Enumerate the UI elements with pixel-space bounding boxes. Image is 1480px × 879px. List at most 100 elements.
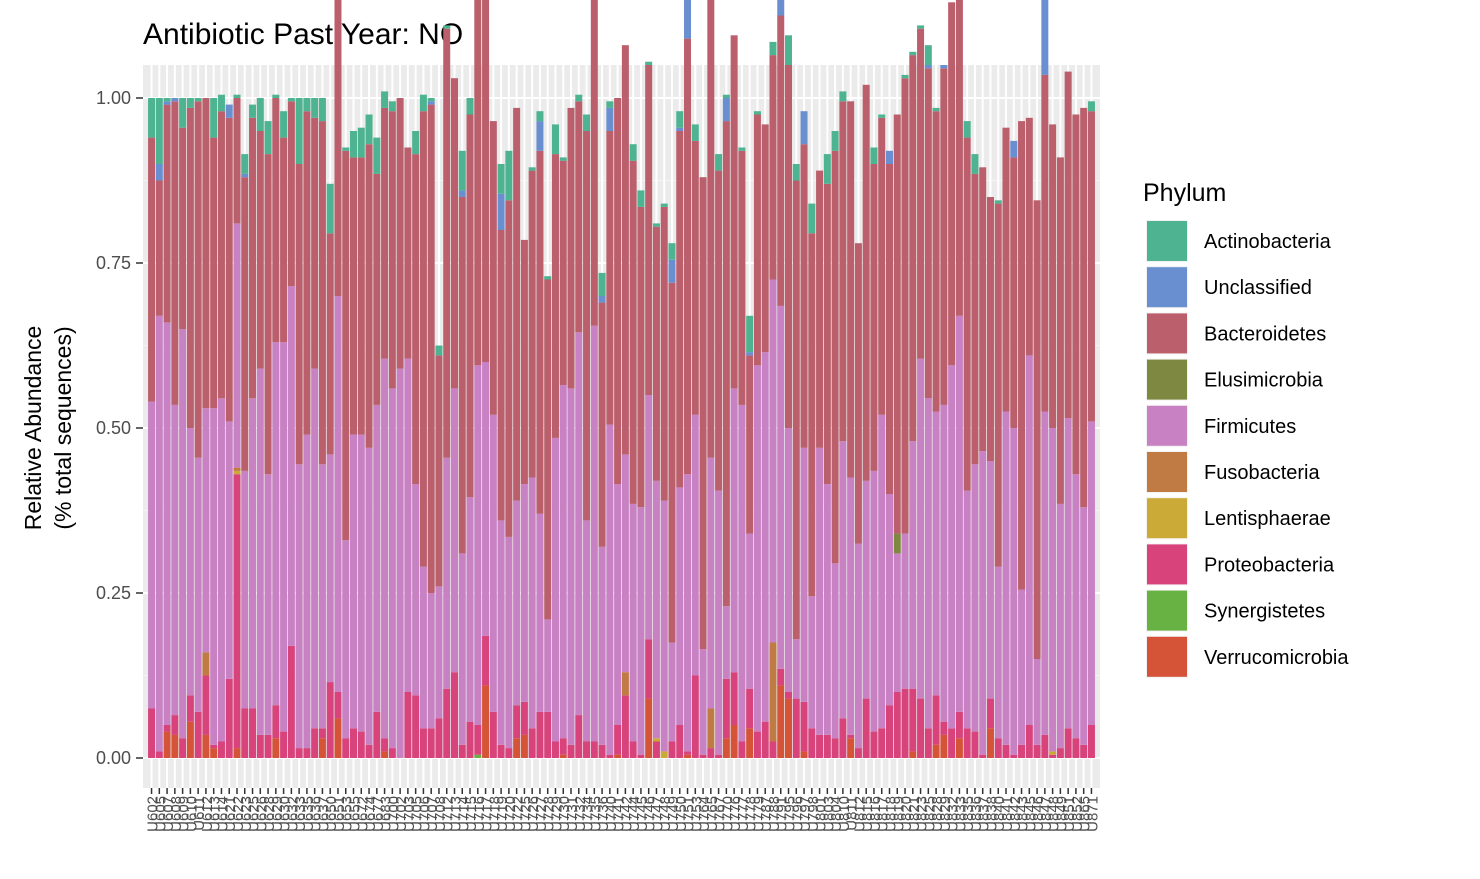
x-tick-label: U747 — [649, 796, 666, 832]
bar-segment-U719-firmicutes — [497, 520, 505, 745]
bar-segment-U840-firmicutes — [994, 566, 1002, 739]
bar-stack-U848 — [1049, 124, 1057, 758]
x-tick-label: U713 — [447, 796, 464, 832]
bar-segment-U729-firmicutes — [551, 437, 559, 742]
bar-segment-U848-bacteroidetes — [1049, 124, 1057, 429]
x-tick-label: U803 — [820, 796, 837, 832]
bar-stack-U719 — [497, 164, 505, 758]
bar-segment-U735-firmicutes — [590, 325, 598, 742]
bar-segment-U727-proteobacteria — [536, 711, 544, 758]
x-axis-ticks: U602U605U607U608U609U610U611U612U613U614… — [145, 788, 1101, 832]
bar-segment-U744-actinobacteria — [629, 144, 637, 161]
x-tick-label: U845 — [1022, 796, 1039, 832]
bar-stack-U811 — [847, 101, 855, 758]
bar-segment-U718-bacteroidetes — [489, 121, 497, 415]
bar-segment-U700-actinobacteria — [388, 101, 396, 112]
bar-segment-U708-proteobacteria — [435, 718, 443, 758]
bar-segment-U611-bacteroidetes — [194, 101, 202, 458]
x-tick-label: U718 — [486, 796, 503, 832]
x-tick-label: U796 — [789, 796, 806, 832]
bar-segment-U719-unclassified — [497, 193, 505, 230]
x-tick-label: U777 — [735, 796, 752, 832]
bar-segment-U674-proteobacteria — [365, 744, 373, 758]
bar-segment-U632-proteobacteria — [287, 645, 295, 758]
bar-segment-U747-proteobacteria — [652, 741, 660, 758]
bar-segment-U626-actinobacteria — [256, 98, 264, 131]
bar-stack-U835 — [963, 121, 971, 758]
x-tick-label: U700 — [385, 796, 402, 832]
bar-stack-U779 — [753, 111, 761, 758]
bar-segment-U703-bacteroidetes — [404, 147, 412, 359]
bar-segment-U712-proteobacteria — [443, 688, 451, 758]
bar-segment-U779-actinobacteria — [753, 111, 761, 115]
bar-segment-U725-firmicutes — [520, 484, 528, 702]
bar-segment-U683-actinobacteria — [381, 91, 389, 108]
bar-segment-U810-actinobacteria — [839, 91, 847, 102]
bar-segment-U613-proteobacteria — [210, 744, 218, 749]
bar-segment-U622-fusobacteria — [233, 467, 241, 471]
bar-segment-U621-unclassified — [225, 104, 233, 118]
bar-segment-U726-bacteroidetes — [528, 170, 536, 478]
bar-segment-U764-bacteroidetes — [699, 177, 707, 650]
legend-swatch — [1147, 544, 1187, 585]
bar-segment-U726-proteobacteria — [528, 728, 536, 758]
bar-segment-U633-bacteroidetes — [295, 164, 303, 465]
bar-stack-U740 — [606, 101, 614, 758]
bar-segment-U829-proteobacteria — [940, 721, 948, 735]
bar-segment-U840-bacteroidetes — [994, 203, 1002, 567]
bar-segment-U828-verrucomicrobia — [932, 744, 940, 758]
bar-segment-U736-proteobacteria — [598, 744, 606, 758]
bar-stack-U776 — [730, 35, 738, 758]
legend-label: Synergistetes — [1204, 601, 1325, 623]
x-tick-label: U804 — [828, 796, 845, 832]
legend-item-synergistetes: Synergistetes — [1146, 589, 1325, 632]
x-tick-label: U729 — [548, 796, 565, 832]
x-tick-label: U608 — [168, 796, 185, 832]
x-tick-label: U632 — [284, 796, 301, 832]
bar-stack-U836 — [971, 154, 979, 758]
bar-segment-U836-firmicutes — [971, 464, 979, 732]
bar-stack-U609 — [179, 98, 187, 758]
legend-label: Proteobacteria — [1204, 554, 1335, 576]
bar-segment-U705-actinobacteria — [412, 131, 420, 155]
x-tick-label: U726 — [525, 796, 542, 832]
bar-segment-U818-firmicutes — [886, 494, 893, 706]
bar-segment-U677-proteobacteria — [373, 711, 381, 758]
bar-segment-U655-bacteroidetes — [350, 157, 357, 435]
bar-segment-U718-proteobacteria — [489, 711, 497, 758]
bar-stack-U797 — [800, 111, 808, 758]
bar-segment-U741-proteobacteria — [614, 725, 622, 755]
bar-stack-U744 — [629, 144, 637, 758]
x-tick-label: U751 — [681, 796, 698, 832]
bar-stack-U840 — [994, 200, 1002, 758]
bar-segment-U820-actinobacteria — [901, 74, 909, 79]
bar-segment-U803-bacteroidetes — [823, 183, 831, 485]
bar-stack-U633 — [295, 98, 303, 758]
bar-segment-U749-firmicutes — [668, 642, 676, 742]
bar-segment-U847-proteobacteria — [1041, 734, 1049, 758]
bar-stack-U845 — [1025, 117, 1033, 758]
x-tick-label: U770 — [719, 796, 736, 832]
bar-stack-U817 — [878, 114, 886, 758]
bar-segment-U651-bacteroidetes — [334, 0, 342, 296]
y-axis-label-line1: Relative Abundance — [20, 326, 46, 531]
bar-stack-U629 — [272, 94, 280, 758]
bar-segment-U838-bacteroidetes — [986, 197, 994, 461]
bar-segment-U653-bacteroidetes — [342, 150, 350, 541]
x-tick-label: U623 — [238, 796, 255, 832]
bar-segment-U623-bacteroidetes — [241, 177, 249, 471]
legend-label: Unclassified — [1204, 277, 1312, 299]
bar-segment-U843-bacteroidetes — [1018, 121, 1026, 590]
bar-segment-U816-firmicutes — [870, 470, 878, 732]
bar-segment-U702-bacteroidetes — [396, 98, 404, 369]
bar-segment-U720-actinobacteria — [505, 150, 513, 201]
x-tick-label: U722 — [510, 796, 527, 832]
bar-segment-U672-firmicutes — [357, 434, 365, 732]
bar-segment-U732-bacteroidetes — [575, 101, 583, 333]
bar-segment-U787-proteobacteria — [761, 721, 769, 758]
x-tick-label: U823 — [914, 796, 931, 832]
bar-segment-U707-unclassified — [427, 101, 435, 105]
bar-segment-U633-proteobacteria — [295, 748, 303, 758]
bar-segment-U607-firmicutes — [163, 322, 171, 725]
bar-segment-U736-bacteroidetes — [598, 302, 606, 547]
